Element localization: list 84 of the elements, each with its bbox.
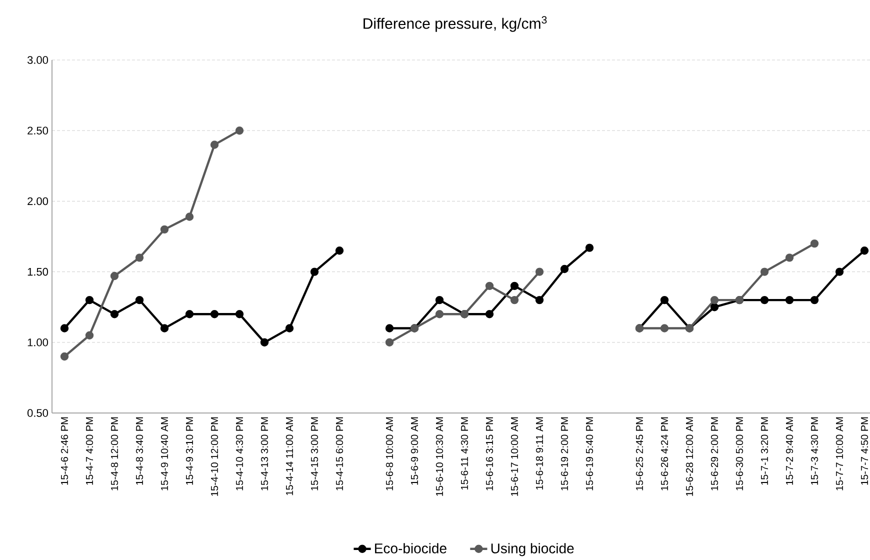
- point: [160, 225, 169, 234]
- x-tick-label: 15-4-6 2:46 PM: [60, 417, 68, 485]
- x-tick-label: 15-7-2 9:40 AM: [786, 417, 794, 485]
- x-tick-label: 15-7-3 4:30 PM: [810, 417, 818, 485]
- point: [260, 338, 269, 346]
- x-tick-label: 15-4-9 3:10 PM: [186, 417, 194, 485]
- x-tick-label: 15-6-28 12:00 AM: [686, 417, 694, 496]
- x-tick-label: 15-6-17 10:00 AM: [510, 417, 518, 496]
- x-tick-label: 15-4-15 6:00 PM: [336, 417, 344, 490]
- x-tick-label: 15-4-8 12:00 PM: [110, 417, 118, 490]
- legend-label: Using biocide: [491, 543, 574, 556]
- y-tick-label: 2.50: [28, 126, 48, 134]
- x-tick-label: 15-4-13 3:00 PM: [260, 417, 268, 490]
- legend-label: Eco-biocide: [375, 543, 446, 554]
- point: [135, 296, 144, 304]
- point: [135, 254, 144, 262]
- x-tick-label: 15-6-10 10:30 AM: [436, 417, 444, 496]
- x-tick-label: 15-6-18 9:11 AM: [536, 417, 544, 490]
- point: [335, 246, 344, 255]
- point: [385, 338, 394, 346]
- point: [85, 296, 94, 304]
- point: [485, 282, 494, 290]
- x-tick-label: 15-6-30 5:00 PM: [736, 417, 744, 490]
- x-tick-label: 15-6-16 3:15 PM: [486, 417, 494, 490]
- point: [660, 324, 669, 332]
- x-tick-label: 15-6-11 4:30 PM: [460, 417, 468, 490]
- point: [60, 352, 69, 361]
- point: [510, 296, 519, 304]
- point: [760, 296, 769, 304]
- point: [835, 268, 844, 276]
- x-tick-label: 15-4-7 4:00 PM: [86, 417, 94, 485]
- point: [810, 239, 819, 248]
- point: [560, 264, 569, 274]
- point: [435, 310, 444, 318]
- x-tick-label: 15-4-10 12:00 PM: [210, 417, 218, 496]
- x-tick-label: 15-6-25 2:45 PM: [636, 417, 644, 490]
- point: [60, 324, 69, 332]
- point: [85, 331, 94, 340]
- point: [210, 140, 219, 149]
- x-tick-label: 15-4-9 10:40 AM: [160, 417, 168, 490]
- point: [285, 324, 294, 332]
- x-tick-label: 15-4-10 4:30 PM: [236, 417, 244, 490]
- y-tick-label: 0.50: [27, 409, 48, 417]
- x-tick-label: 15-4-14 11:00 AM: [286, 417, 294, 496]
- point: [810, 296, 819, 304]
- point: [185, 310, 194, 318]
- point: [585, 244, 594, 252]
- x-tick-label: 15-7-7 10:00 AM: [836, 417, 844, 490]
- point: [535, 268, 544, 276]
- point: [860, 246, 869, 255]
- x-tick-label: 15-6-9 9:00 AM: [410, 417, 418, 485]
- point: [310, 268, 319, 276]
- point: [660, 296, 669, 304]
- x-tick-label: 15-7-1 3:20 PM: [760, 417, 768, 485]
- point: [185, 212, 194, 221]
- point: [510, 282, 519, 290]
- y-tick-label: 1.50: [28, 268, 48, 276]
- point: [535, 296, 544, 304]
- y-tick-label: 3.00: [27, 56, 48, 64]
- chart-title: Difference pressure, kg/cm$^{3}$: [364, 16, 547, 32]
- point: [235, 126, 244, 135]
- point: [785, 296, 794, 304]
- point: [160, 324, 169, 332]
- point: [210, 310, 219, 318]
- point: [110, 310, 119, 318]
- y-tick-label: 2.00: [28, 197, 48, 206]
- point: [485, 310, 494, 318]
- point: [385, 324, 394, 332]
- point: [435, 296, 444, 304]
- point: [785, 254, 794, 262]
- x-tick-label: 15-4-15 3:00 PM: [310, 417, 318, 490]
- x-tick-label: 15-4-8 3:40 PM: [136, 417, 144, 485]
- point: [710, 303, 719, 312]
- point: [110, 272, 119, 280]
- x-tick-label: 15-7-7 4:50 PM: [860, 417, 868, 485]
- x-tick-label: 15-6-19 2:00 PM: [560, 417, 568, 490]
- x-tick-label: 15-6-26 4:24 PM: [660, 417, 668, 490]
- x-tick-label: 15-6-8 10:00 AM: [386, 417, 394, 490]
- y-tick-label: 1.00: [28, 338, 48, 346]
- x-tick-label: 15-6-29 2:00 PM: [710, 417, 718, 490]
- point: [760, 268, 769, 276]
- point: [710, 296, 719, 304]
- point: [235, 310, 244, 318]
- x-tick-label: 15-6-19 5:40 PM: [586, 417, 594, 490]
